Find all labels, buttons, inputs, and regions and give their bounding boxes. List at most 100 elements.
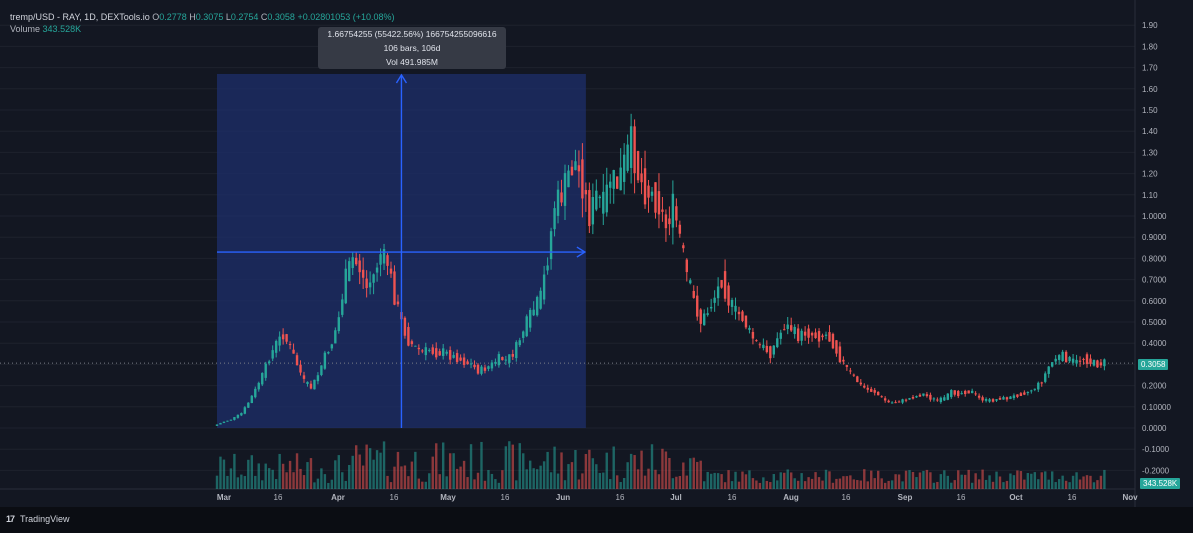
volume-bar [685, 475, 688, 489]
volume-bar [1054, 482, 1057, 489]
volume-bar [344, 480, 347, 489]
candle-body [1009, 396, 1012, 400]
candle-body [650, 191, 654, 196]
volume-bar [776, 480, 779, 489]
volume-bar [1089, 475, 1092, 489]
candle-body [1089, 358, 1092, 364]
volume-bar [584, 453, 588, 489]
candle-body [922, 393, 925, 396]
volume-bar [215, 475, 219, 489]
volume-bar [772, 474, 775, 489]
candle-body [539, 290, 542, 309]
volume-bar [396, 451, 400, 489]
candle-body [890, 402, 894, 404]
candle-body [730, 299, 734, 307]
candle-body [595, 190, 598, 210]
candle-body [243, 407, 247, 414]
candle-body [476, 364, 480, 374]
volume-bar [786, 469, 789, 489]
candle-body [817, 331, 821, 342]
volume-bar [487, 470, 490, 489]
volume-bar [417, 478, 421, 489]
volume-bar [991, 481, 995, 489]
volume-bar [661, 448, 664, 489]
volume-bar [504, 446, 508, 489]
candle-body [348, 261, 351, 282]
candle-body [856, 376, 859, 383]
candle-body [960, 393, 963, 395]
candle-body [278, 336, 281, 346]
candle-body [570, 166, 574, 176]
candle-body [424, 347, 427, 356]
brand-label[interactable]: TradingView [20, 514, 70, 524]
candle-body [877, 391, 880, 396]
volume-bar [744, 474, 748, 489]
candle-body [793, 326, 796, 335]
arrow-up-icon [395, 73, 408, 84]
volume-bar [1064, 480, 1068, 489]
measure-bars: 106 bars, 106d [383, 43, 441, 53]
volume-bar [386, 475, 389, 489]
tradingview-logo-icon[interactable]: 17 [6, 514, 15, 524]
candle-body [1068, 356, 1071, 362]
candle-body [1075, 359, 1078, 364]
volume-bar [591, 458, 595, 489]
candle-body [800, 330, 803, 341]
candle-body [435, 348, 438, 358]
volume-bar [657, 474, 661, 489]
candle-body [967, 390, 970, 394]
volume-bar [609, 479, 612, 489]
candle-body [487, 366, 490, 369]
volume-bar [355, 445, 358, 489]
candle-body [741, 311, 744, 321]
volume-bar [682, 462, 685, 489]
volume-bar [1033, 472, 1036, 489]
volume-bar [542, 461, 546, 489]
volume-bar [529, 460, 532, 489]
volume-bar [442, 442, 445, 489]
candle-body [1005, 397, 1009, 400]
candle-body [417, 347, 421, 350]
candle-body [609, 181, 612, 188]
volume-bar [929, 472, 932, 489]
candle-body [622, 154, 626, 182]
y-tick-label: 0.8000 [1142, 254, 1167, 263]
candle-body [511, 354, 514, 357]
candle-body [772, 345, 775, 355]
volume-bar [473, 479, 476, 489]
candle-body [316, 375, 320, 382]
candle-body [271, 350, 274, 359]
volume-bar [873, 478, 876, 489]
y-tick-label: 0.5000 [1142, 318, 1167, 327]
candle-body [556, 189, 560, 216]
y-tick-label: 1.90 [1142, 21, 1158, 30]
volume-bar [957, 470, 960, 489]
volume-bar [236, 477, 240, 489]
open-value: 0.2778 [159, 12, 187, 22]
volume-bar [278, 453, 281, 489]
candle-body [355, 257, 358, 265]
volume-bar [894, 474, 897, 489]
symbol-label[interactable]: tremp/USD - RAY, 1D, DEXTools.io [10, 12, 150, 22]
volume-bar [988, 475, 991, 489]
volume-bar [737, 481, 741, 489]
volume-bar [1016, 470, 1019, 489]
volume-legend: Volume 343.528K [10, 24, 82, 34]
candle-body [957, 391, 960, 397]
candle-body [393, 271, 396, 305]
volume-bar [431, 456, 434, 489]
candle-body [859, 382, 862, 385]
volume-bar [1096, 480, 1099, 489]
volume-bar [807, 477, 810, 489]
volume-bar [556, 473, 560, 489]
candle-body [671, 193, 675, 228]
volume-bar [612, 446, 615, 489]
candle-body [709, 306, 713, 309]
volume-bar [932, 482, 936, 489]
candle-body [838, 346, 842, 363]
change-value: +0.02801053 (+10.08%) [297, 12, 395, 22]
volume-bar [414, 451, 417, 489]
candle-body [897, 401, 901, 403]
